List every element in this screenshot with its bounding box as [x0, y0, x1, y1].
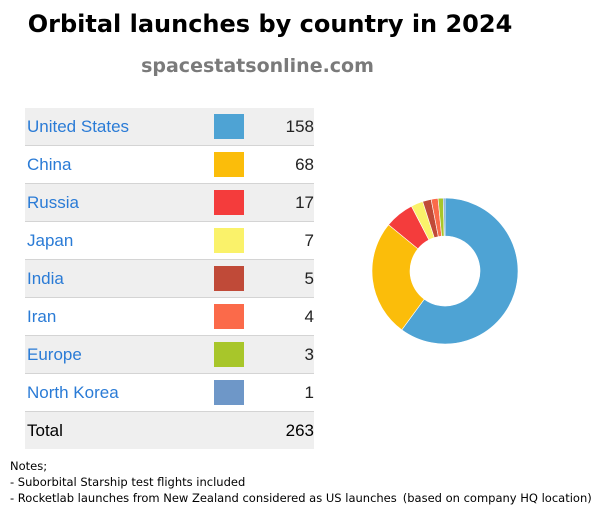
country-label[interactable]: Russia	[27, 193, 79, 212]
total-row: Total 263	[25, 412, 314, 449]
launch-count: 158	[285, 117, 314, 136]
launch-count: 17	[295, 193, 314, 212]
notes: Notes; - Suborbital Starship test flight…	[10, 458, 592, 506]
table-row: Europe 3	[25, 336, 314, 374]
color-swatch	[214, 152, 244, 177]
table-row: China 68	[25, 146, 314, 184]
note-starship: - Suborbital Starship test flights inclu…	[10, 475, 246, 489]
country-label[interactable]: United States	[27, 117, 130, 136]
launch-table: United States 158 China 68 Russia 17 Japan 7 Ind…	[25, 108, 314, 449]
donut-slice-united-states	[401, 197, 519, 345]
table-row: Russia 17	[25, 184, 314, 222]
country-label[interactable]: Iran	[27, 307, 57, 326]
country-label[interactable]: Japan	[27, 231, 74, 250]
color-swatch	[214, 380, 244, 405]
note-rocketlab-text: - Rocketlab launches from New Zealand co…	[10, 491, 397, 505]
launch-count: 1	[304, 383, 314, 402]
donut-slice-north-korea	[442, 197, 446, 237]
launch-count: 68	[295, 155, 314, 174]
table-row: United States 158	[25, 108, 314, 146]
country-label[interactable]: North Korea	[27, 383, 119, 402]
note-rocketlab: - Rocketlab launches from New Zealand co…	[10, 490, 592, 506]
country-label[interactable]: China	[27, 155, 72, 174]
country-label[interactable]: Europe	[27, 345, 82, 364]
table-row: India 5	[25, 260, 314, 298]
launch-count: 7	[304, 231, 314, 250]
color-swatch	[214, 190, 244, 215]
table-row: Iran 4	[25, 298, 314, 336]
table-row: Japan 7	[25, 222, 314, 260]
note-rocketlab-aside: (based on company HQ location)	[402, 491, 592, 505]
notes-heading: Notes;	[10, 459, 48, 473]
total-value: 263	[285, 421, 314, 440]
color-swatch	[214, 304, 244, 329]
color-swatch	[214, 228, 244, 253]
table-row: North Korea 1	[25, 374, 314, 412]
launch-count: 3	[304, 345, 314, 364]
donut-slice-china	[371, 224, 425, 331]
launch-count: 5	[304, 269, 314, 288]
donut-chart	[371, 197, 519, 345]
launch-count: 4	[304, 307, 314, 326]
total-label: Total	[27, 421, 63, 440]
chart-subtitle: spacestatsonline.com	[141, 55, 374, 77]
color-swatch	[214, 114, 244, 139]
chart-title: Orbital launches by country in 2024	[27, 10, 513, 38]
color-swatch	[214, 342, 244, 367]
country-label[interactable]: India	[27, 269, 64, 288]
color-swatch	[214, 266, 244, 291]
